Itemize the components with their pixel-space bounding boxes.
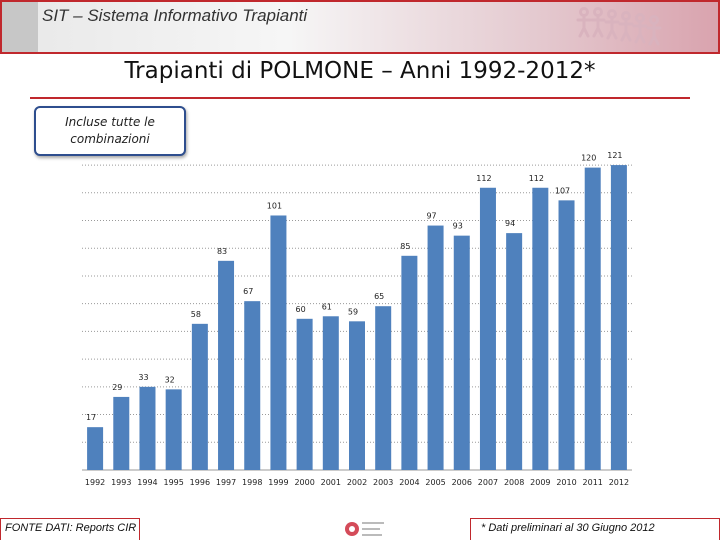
bar-chart: 17 1992 29 1993 33 1994 32 1995 58 1996 83 1997 67 19… xyxy=(82,151,632,487)
bar-2011 xyxy=(584,167,601,470)
people-chain-icon xyxy=(576,7,662,46)
data-label-2011: 120 xyxy=(581,154,596,163)
data-label-2007: 112 xyxy=(476,174,491,183)
data-label-2002: 59 xyxy=(348,307,358,316)
data-label-1998: 67 xyxy=(243,287,253,296)
header-title: SIT – Sistema Informativo Trapianti xyxy=(42,6,308,25)
tick-label-1992: 1992 xyxy=(85,478,105,487)
data-label-2008: 94 xyxy=(505,219,515,228)
tick-label-1996: 1996 xyxy=(190,478,210,487)
tick-label-1999: 1999 xyxy=(268,478,288,487)
bar-2005 xyxy=(427,225,444,470)
bar-2012 xyxy=(610,165,627,470)
data-label-2003: 65 xyxy=(374,292,384,301)
bar-1997 xyxy=(218,260,235,470)
tick-label-2009: 2009 xyxy=(530,478,550,487)
bar-1998 xyxy=(244,301,261,470)
tick-label-2005: 2005 xyxy=(425,478,445,487)
data-label-2010: 107 xyxy=(555,186,570,195)
bar-2008 xyxy=(506,233,523,470)
data-label-2001: 61 xyxy=(322,302,332,311)
data-label-1992: 17 xyxy=(86,413,96,422)
footer-source: FONTE DATI: Reports CIR xyxy=(5,522,137,534)
tick-label-2006: 2006 xyxy=(452,478,472,487)
bar-1993 xyxy=(113,396,130,470)
data-label-2006: 93 xyxy=(453,222,463,231)
bar-2004 xyxy=(401,255,418,470)
header-bar: SIT – Sistema Informativo Trapianti xyxy=(0,0,720,54)
bar-1995 xyxy=(165,389,182,470)
bar-2010 xyxy=(558,200,575,471)
data-label-1997: 83 xyxy=(217,247,227,256)
bar-1994 xyxy=(139,386,156,470)
tick-label-1994: 1994 xyxy=(137,478,157,487)
data-label-1995: 32 xyxy=(165,375,175,384)
tick-label-2002: 2002 xyxy=(347,478,367,487)
footer-note: * Dati preliminari al 30 Giugno 2012 xyxy=(481,522,655,534)
tick-label-2010: 2010 xyxy=(556,478,576,487)
title-divider xyxy=(30,97,690,99)
tick-label-1997: 1997 xyxy=(216,478,236,487)
note-text: Incluse tutte le combinazioni xyxy=(65,115,155,146)
tick-label-2004: 2004 xyxy=(399,478,419,487)
data-label-2012: 121 xyxy=(607,151,622,160)
centro-nazionale-trapianti-logo-icon xyxy=(345,522,384,536)
data-label-2009: 112 xyxy=(529,174,544,183)
bar-2007 xyxy=(479,187,496,470)
bar-1996 xyxy=(191,323,208,470)
footer-source-box: FONTE DATI: Reports CIR xyxy=(0,518,140,540)
bar-2006 xyxy=(453,235,470,470)
tick-label-2008: 2008 xyxy=(504,478,524,487)
data-label-2005: 97 xyxy=(426,212,436,221)
footer-note-box: * Dati preliminari al 30 Giugno 2012 xyxy=(470,518,720,540)
tick-label-2000: 2000 xyxy=(294,478,314,487)
data-label-1999: 101 xyxy=(267,201,282,210)
bar-2000 xyxy=(296,318,313,470)
data-label-2004: 85 xyxy=(400,242,410,251)
data-label-1994: 33 xyxy=(138,373,148,382)
bar-2002 xyxy=(349,321,365,470)
data-label-2000: 60 xyxy=(296,305,306,314)
tick-label-1995: 1995 xyxy=(163,478,183,487)
tick-label-2001: 2001 xyxy=(321,478,341,487)
note-box: Incluse tutte le combinazioni xyxy=(34,106,186,156)
tick-label-1993: 1993 xyxy=(111,478,131,487)
tick-label-2012: 2012 xyxy=(609,478,629,487)
tick-label-2011: 2011 xyxy=(583,478,603,487)
data-label-1996: 58 xyxy=(191,310,201,319)
bar-1992 xyxy=(87,427,104,470)
bar-1999 xyxy=(270,215,287,470)
header-left-block xyxy=(2,2,38,52)
bar-2009 xyxy=(532,187,549,470)
tick-label-2003: 2003 xyxy=(373,478,393,487)
bar-2001 xyxy=(322,316,339,470)
bar-2003 xyxy=(375,306,392,470)
data-label-1993: 29 xyxy=(112,383,122,392)
page-title: Trapianti di POLMONE – Anni 1992-2012* xyxy=(124,58,596,84)
tick-label-1998: 1998 xyxy=(242,478,262,487)
tick-label-2007: 2007 xyxy=(478,478,498,487)
